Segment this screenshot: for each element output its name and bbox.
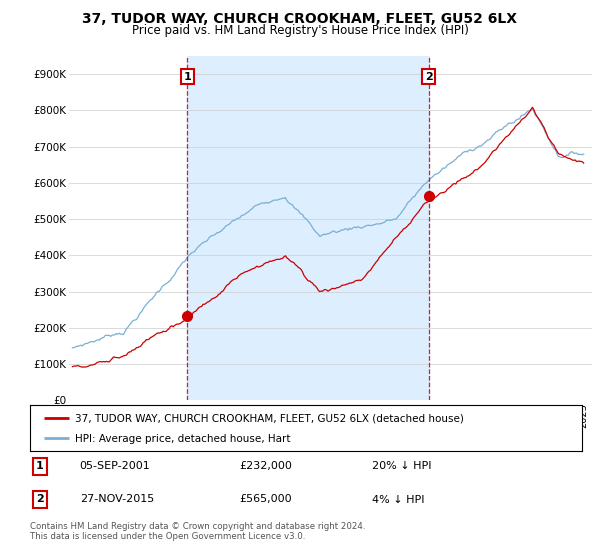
Text: 1: 1 <box>36 461 44 472</box>
Text: 37, TUDOR WAY, CHURCH CROOKHAM, FLEET, GU52 6LX (detached house): 37, TUDOR WAY, CHURCH CROOKHAM, FLEET, G… <box>75 414 464 424</box>
Text: 1: 1 <box>184 72 191 82</box>
Text: HPI: Average price, detached house, Hart: HPI: Average price, detached house, Hart <box>75 434 291 444</box>
Text: 20% ↓ HPI: 20% ↓ HPI <box>372 461 432 472</box>
Text: Contains HM Land Registry data © Crown copyright and database right 2024.
This d: Contains HM Land Registry data © Crown c… <box>30 522 365 542</box>
Text: £565,000: £565,000 <box>240 494 292 505</box>
Text: 05-SEP-2001: 05-SEP-2001 <box>80 461 151 472</box>
Text: £232,000: £232,000 <box>240 461 293 472</box>
Text: 4% ↓ HPI: 4% ↓ HPI <box>372 494 425 505</box>
Text: 2: 2 <box>425 72 433 82</box>
Text: 37, TUDOR WAY, CHURCH CROOKHAM, FLEET, GU52 6LX: 37, TUDOR WAY, CHURCH CROOKHAM, FLEET, G… <box>83 12 517 26</box>
Text: 27-NOV-2015: 27-NOV-2015 <box>80 494 154 505</box>
Text: Price paid vs. HM Land Registry's House Price Index (HPI): Price paid vs. HM Land Registry's House … <box>131 24 469 36</box>
Bar <box>187 56 428 400</box>
Text: 2: 2 <box>36 494 44 505</box>
